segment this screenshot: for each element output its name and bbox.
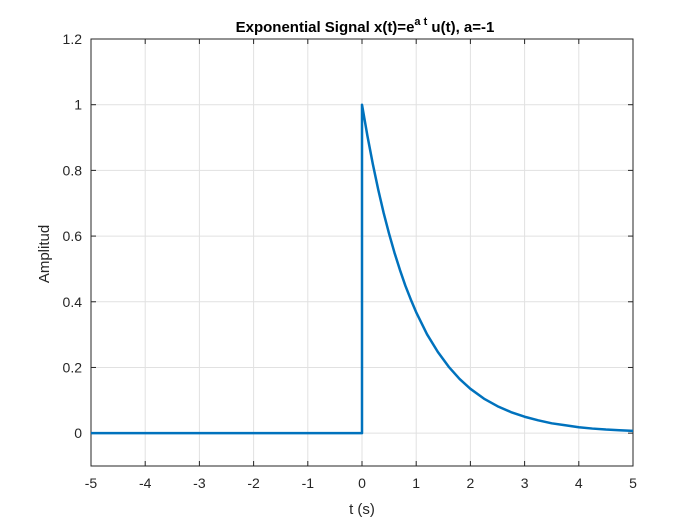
x-tick-label: 2	[467, 475, 475, 491]
x-tick-label: 4	[575, 475, 583, 491]
chart-title-prefix: Exponential Signal x(t)=e	[236, 19, 415, 36]
y-tick-label: 0.6	[63, 228, 83, 244]
y-tick-label: 0.8	[63, 162, 83, 178]
y-axis-label: Amplitud	[36, 225, 53, 283]
x-tick-label: -2	[247, 475, 260, 491]
x-tick-label: 1	[412, 475, 420, 491]
axes	[90, 38, 634, 467]
chart-title-superscript: a t	[414, 16, 427, 28]
chart-title: Exponential Signal x(t)=ea t u(t), a=-1	[236, 16, 495, 36]
x-tick-label: 5	[629, 475, 637, 491]
signal-line	[91, 103, 634, 435]
x-tick-label: 0	[358, 475, 366, 491]
x-tick-label: -5	[85, 475, 98, 491]
series	[91, 103, 634, 435]
x-axis-label: t (s)	[349, 501, 375, 518]
x-tick-label: -4	[139, 475, 152, 491]
y-tick-label: 0.4	[63, 294, 83, 310]
y-tick-label: 1.2	[63, 31, 83, 47]
tick-labels: -5 -4 -3 -2 -1 0 1 2 3 4 5 0 0.2 0.4 0.6 0.8 1 1.2	[63, 31, 638, 491]
y-tick-label: 0.2	[63, 359, 83, 375]
x-tick-label: -3	[193, 475, 206, 491]
y-tick-label: 0	[74, 425, 82, 441]
chart-title-suffix: u(t), a=-1	[427, 19, 494, 36]
x-tick-label: 3	[521, 475, 529, 491]
y-tick-label: 1	[74, 97, 82, 113]
x-tick-label: -1	[302, 475, 315, 491]
